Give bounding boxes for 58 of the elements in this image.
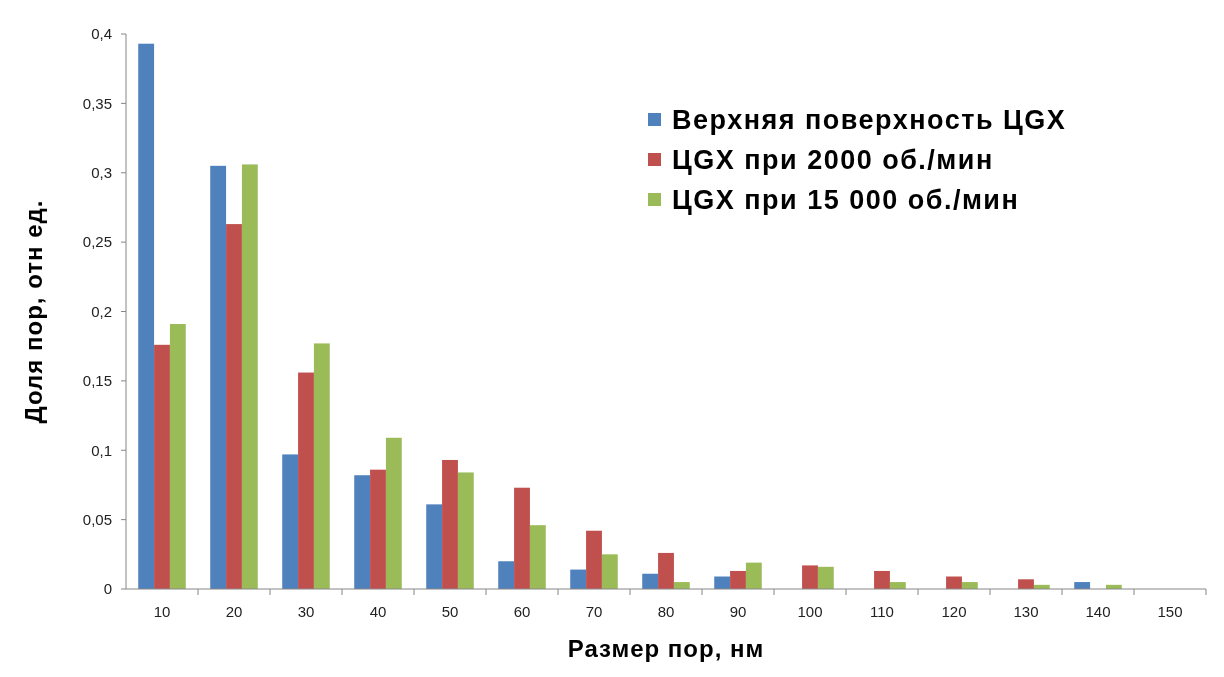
bar	[385, 437, 402, 589]
bar	[529, 525, 546, 589]
bar	[210, 165, 227, 589]
y-tick-label: 0,35	[82, 94, 112, 112]
bar	[354, 475, 371, 589]
bar	[241, 164, 258, 589]
bar	[586, 530, 602, 589]
y-tick-label: 0,05	[82, 510, 112, 528]
bar	[802, 565, 818, 589]
bar	[154, 344, 170, 589]
bar	[642, 573, 659, 589]
bar	[745, 562, 762, 589]
x-tick-label: 120	[941, 603, 967, 620]
bar	[298, 372, 314, 589]
legend-label: ЦGX при 15 000 об./мин	[672, 185, 1020, 216]
bar	[313, 343, 330, 589]
x-axis-title: Размер пор, нм	[567, 635, 765, 662]
x-tick-label: 150	[1157, 603, 1183, 620]
x-tick-label: 40	[369, 603, 387, 620]
bar	[658, 552, 674, 589]
x-tick-label: 100	[797, 603, 823, 620]
y-tick-label: 0,4	[91, 25, 112, 43]
x-tick-label: 90	[729, 603, 747, 620]
y-tick-label: 0,1	[91, 441, 112, 459]
bar	[730, 570, 746, 589]
bar	[457, 472, 474, 589]
y-tick-label: 0,3	[91, 164, 112, 181]
bar	[169, 323, 186, 589]
bar	[1018, 579, 1034, 589]
y-axis-title: Доля пор, отн ед.	[20, 199, 47, 424]
x-tick-label: 70	[585, 603, 603, 620]
x-tick-label: 50	[441, 603, 459, 620]
x-tick-label: 110	[870, 603, 894, 620]
x-tick-label: 10	[153, 603, 171, 620]
bar	[874, 570, 890, 589]
bar	[138, 43, 155, 589]
y-tick-label: 0,2	[91, 302, 112, 320]
x-tick-label: 20	[225, 603, 243, 620]
y-tick-label: 0,15	[82, 372, 112, 390]
y-tick-label: 0	[103, 580, 112, 598]
bar	[601, 554, 618, 589]
bar	[817, 566, 834, 589]
legend-label: ЦGX при 2000 об./мин	[672, 145, 994, 176]
bar	[514, 487, 530, 589]
x-tick-label: 60	[513, 603, 531, 620]
bar	[570, 569, 587, 589]
x-tick-label: 140	[1085, 603, 1111, 620]
x-tick-label: 130	[1013, 603, 1039, 620]
x-tick-label: 30	[297, 603, 315, 620]
bar	[370, 469, 386, 589]
bar	[226, 224, 242, 589]
bar	[282, 454, 299, 589]
bar	[442, 459, 458, 589]
legend-label: Верхняя поверхность ЦGX	[672, 105, 1067, 136]
bar	[498, 561, 515, 589]
x-tick-label: 80	[657, 603, 675, 620]
bar	[426, 504, 443, 589]
y-tick-label: 0,25	[82, 233, 112, 251]
